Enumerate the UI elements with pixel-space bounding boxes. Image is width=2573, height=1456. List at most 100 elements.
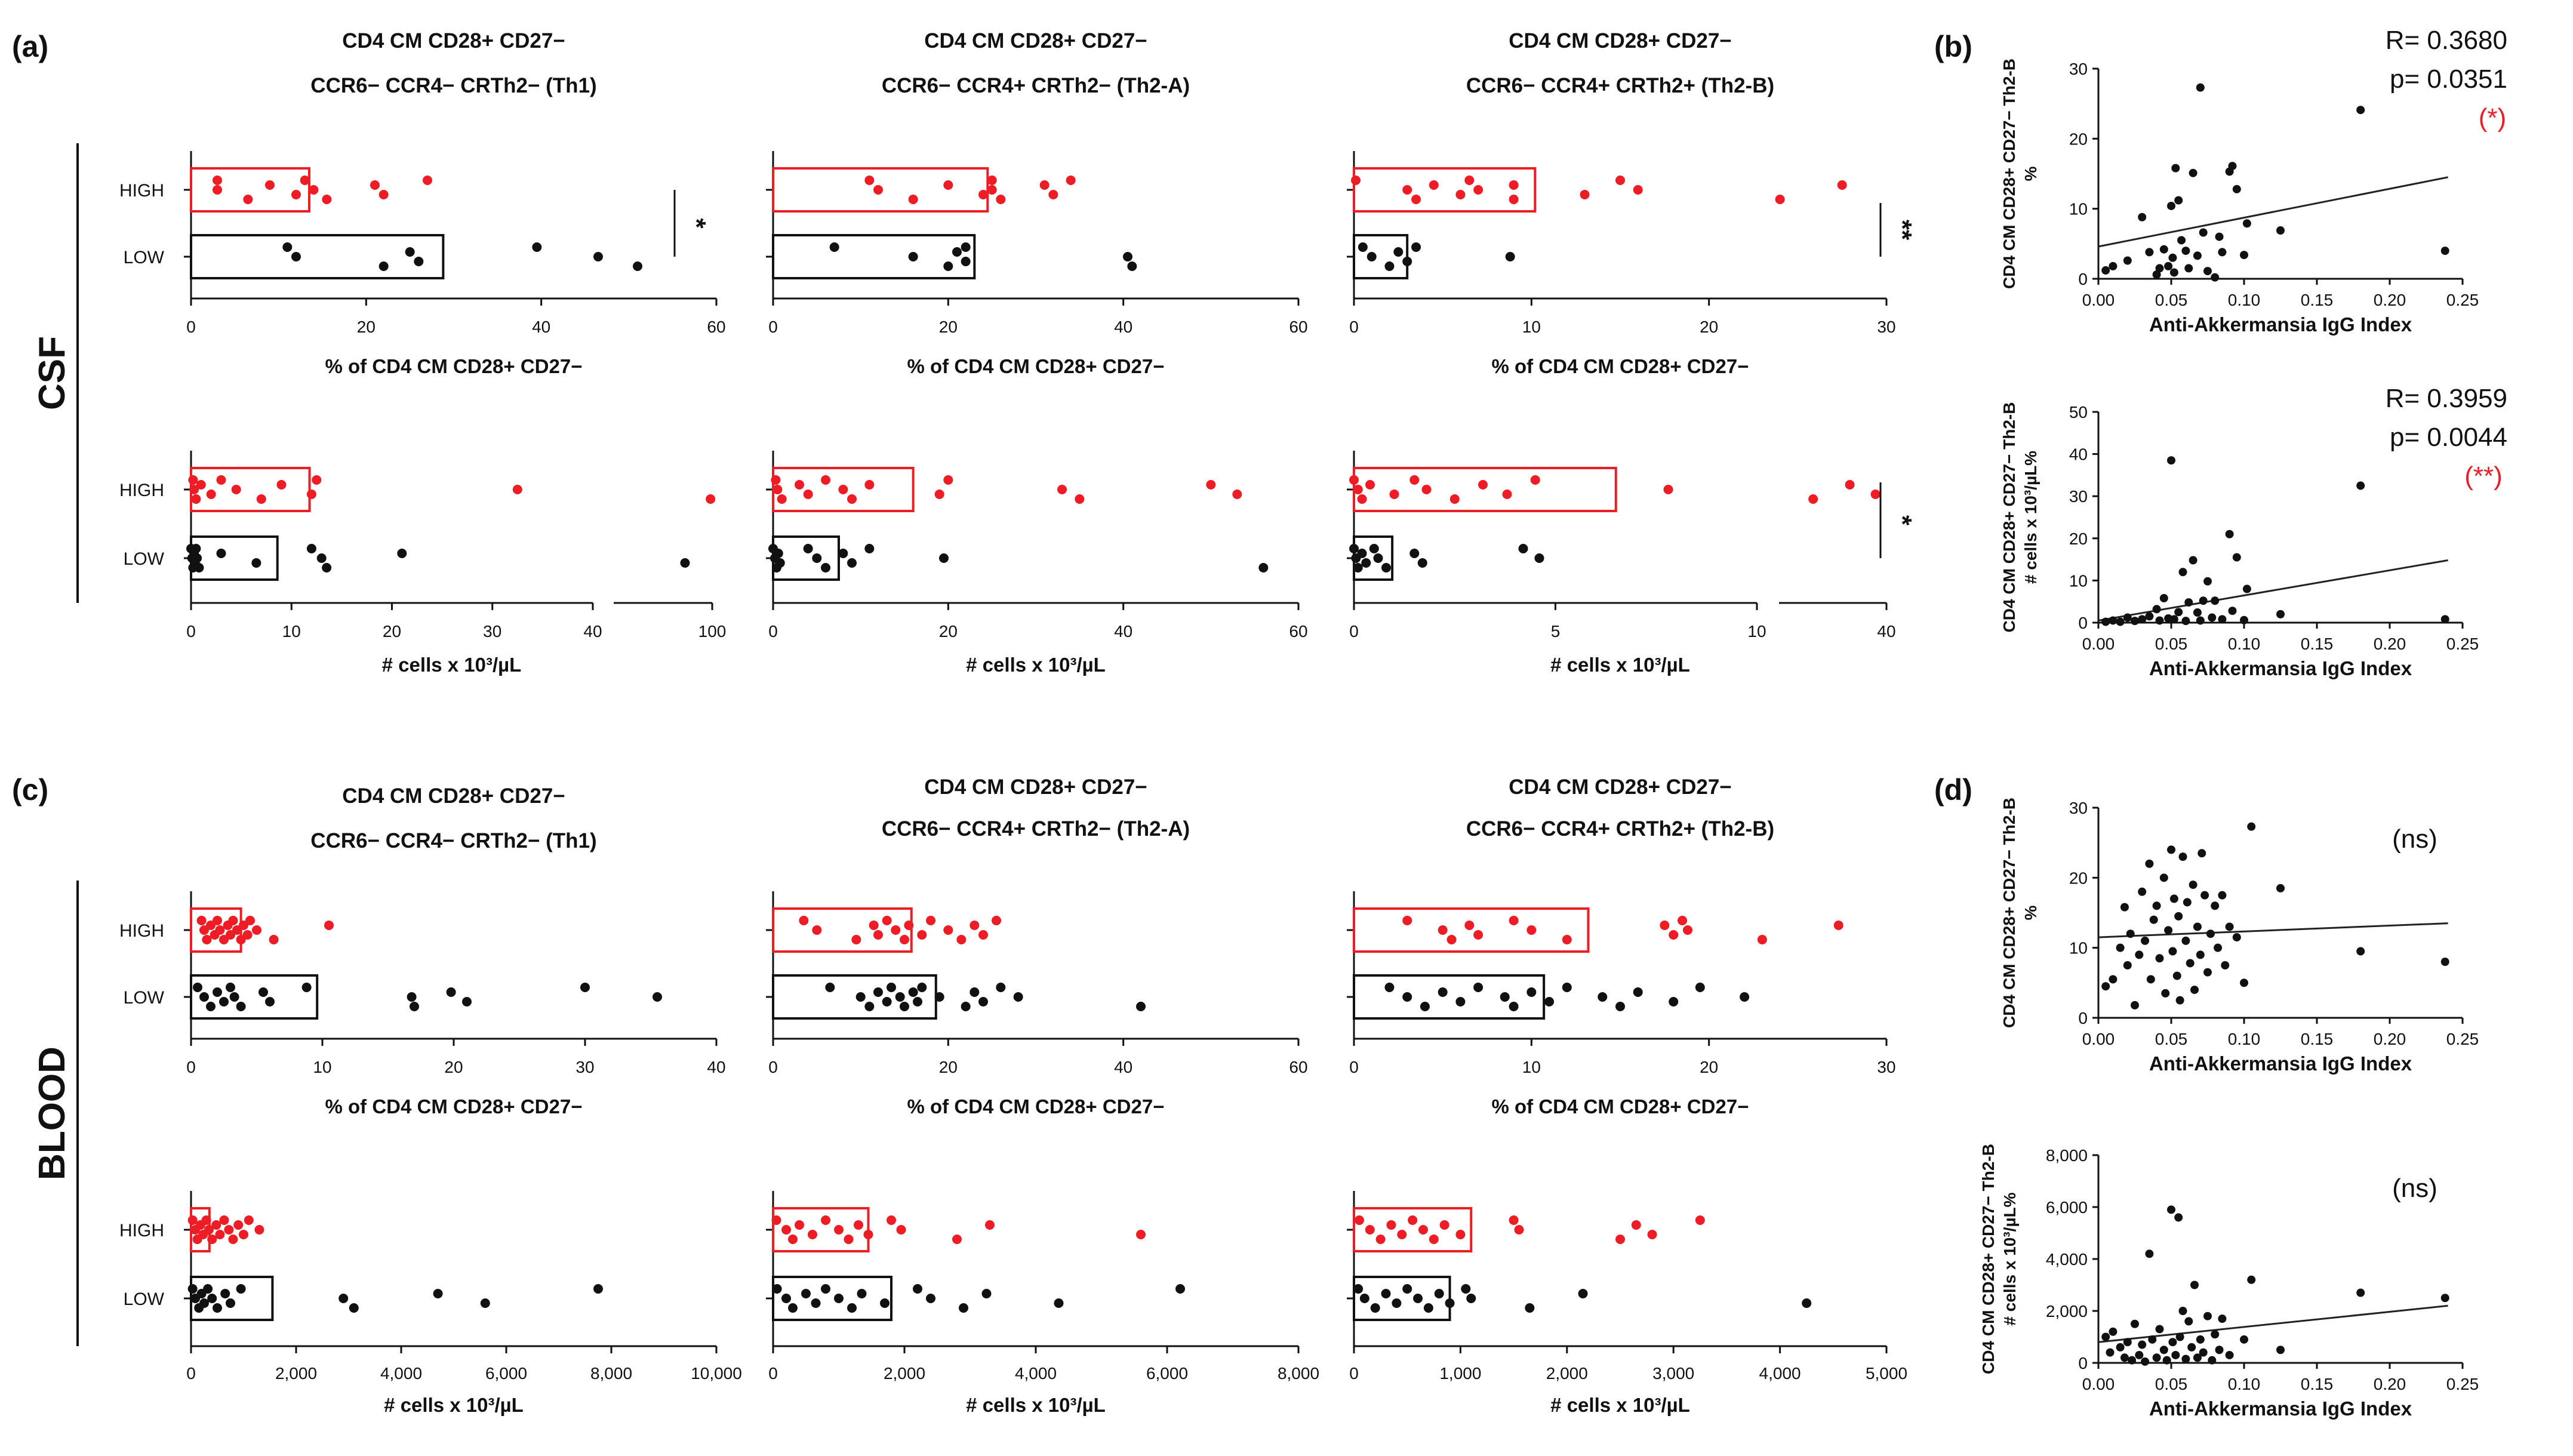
x-tick-label: 0.05 bbox=[2155, 1030, 2188, 1048]
data-point bbox=[2138, 615, 2147, 624]
data-point-low bbox=[1633, 987, 1643, 997]
data-point-low bbox=[236, 1284, 246, 1294]
x-tick-label: 40 bbox=[1114, 622, 1132, 641]
data-point bbox=[2167, 456, 2175, 465]
data-point-high bbox=[926, 916, 935, 925]
data-point-high bbox=[207, 1235, 217, 1244]
data-point bbox=[2145, 612, 2154, 621]
data-point-high bbox=[987, 176, 997, 185]
category-label-high: HIGH bbox=[119, 921, 164, 941]
data-point bbox=[2155, 1325, 2164, 1334]
data-point-low bbox=[397, 549, 407, 558]
data-point-low bbox=[1258, 563, 1269, 572]
data-point-low bbox=[216, 549, 226, 558]
data-point-low bbox=[306, 544, 316, 553]
data-point-high bbox=[254, 1225, 264, 1235]
data-point-low bbox=[220, 1289, 230, 1298]
data-point-high bbox=[219, 935, 229, 944]
chart-title-a2-line2: CCR6− CCR4+ CRTh2− (Th2-A) bbox=[882, 74, 1190, 97]
data-point-high bbox=[1206, 480, 1216, 490]
data-point-low bbox=[191, 544, 201, 553]
data-point bbox=[2131, 1001, 2139, 1009]
x-tick-label: 60 bbox=[1289, 318, 1307, 336]
x-tick-label: 0 bbox=[186, 318, 196, 336]
x-tick-label: 0.25 bbox=[2446, 1375, 2479, 1393]
data-point-low bbox=[291, 252, 301, 261]
data-point-low bbox=[593, 1284, 603, 1294]
data-point-low bbox=[895, 992, 905, 1002]
data-point bbox=[2138, 213, 2147, 221]
data-point-low bbox=[943, 261, 953, 271]
x-tick-label: 10 bbox=[1522, 1058, 1541, 1076]
data-point-low bbox=[226, 983, 235, 992]
chart-b2: 0.00 0.05 0.10 0.15 0.20 0.25 0 10 20 30 40 50 Anti-… bbox=[2000, 402, 2479, 679]
data-point-high bbox=[1397, 1230, 1407, 1239]
data-point-high bbox=[1526, 925, 1537, 935]
data-point-low bbox=[251, 558, 261, 568]
data-point-high bbox=[904, 921, 914, 930]
data-point bbox=[2240, 251, 2248, 260]
data-point-low bbox=[864, 1002, 875, 1011]
data-point bbox=[2159, 594, 2168, 603]
data-point-high bbox=[309, 185, 319, 195]
chart-title-c2-line2: CCR6− CCR4+ CRTh2− (Th2-A) bbox=[882, 817, 1190, 841]
x-tick-label: 5,000 bbox=[1866, 1364, 1907, 1383]
data-point-low bbox=[1413, 1294, 1423, 1303]
chart-d2: 0.00 0.05 0.10 0.15 0.20 0.25 0 2,000 4,000 6,000… bbox=[1979, 1144, 2479, 1420]
data-point bbox=[2276, 1346, 2285, 1355]
data-point bbox=[2203, 968, 2212, 977]
data-point-low bbox=[349, 1303, 359, 1313]
x-tick-label: 0.10 bbox=[2228, 635, 2261, 653]
data-point-low bbox=[961, 1002, 971, 1011]
x-axis-label: # cells x 10³/µL bbox=[1550, 654, 1690, 676]
x-axis-label: % of CD4 CM CD28+ CD27− bbox=[325, 355, 583, 377]
b-top-p-value: p= 0.0351 bbox=[2390, 64, 2507, 94]
data-point-high bbox=[956, 935, 967, 944]
data-point-low bbox=[803, 544, 813, 553]
bar-high bbox=[772, 907, 913, 953]
x-tick-label: 10 bbox=[313, 1058, 331, 1076]
data-point-low bbox=[199, 992, 209, 1002]
data-point-low bbox=[959, 1303, 968, 1313]
data-point-low bbox=[1358, 242, 1368, 252]
data-point-low bbox=[855, 992, 866, 1002]
data-point bbox=[2161, 989, 2170, 998]
x-tick-label: 0.00 bbox=[2082, 291, 2115, 309]
x-axis-label: % of CD4 CM CD28+ CD27− bbox=[907, 1095, 1165, 1118]
data-point-low bbox=[773, 549, 783, 558]
data-point-low bbox=[1695, 983, 1705, 992]
x-tick-label: 30 bbox=[483, 622, 501, 641]
data-point-low bbox=[821, 563, 830, 572]
data-point bbox=[2240, 978, 2248, 987]
x-tick-label: 20 bbox=[1700, 318, 1718, 336]
x-tick-label: 6,000 bbox=[1146, 1364, 1188, 1383]
x-tick-label: 40 bbox=[1114, 1058, 1132, 1076]
data-point-high bbox=[1615, 176, 1625, 185]
y-axis-label-line1: CD4 CM CD28+ CD27− Th2-B bbox=[1979, 1144, 1998, 1374]
data-point bbox=[2148, 1335, 2157, 1344]
y-tick-label: 30 bbox=[2069, 487, 2088, 506]
data-point bbox=[2211, 1330, 2220, 1339]
b-bottom-r-value: R= 0.3959 bbox=[2386, 384, 2507, 413]
data-point-high bbox=[202, 935, 212, 944]
data-point-high bbox=[821, 1215, 830, 1225]
data-point-high bbox=[269, 935, 279, 944]
data-point-high bbox=[243, 195, 253, 204]
y-axis-label-line2: # cells x 10³/µL% bbox=[2000, 1192, 2019, 1325]
data-point-high bbox=[206, 490, 216, 499]
x-tick-label: 0 bbox=[186, 1058, 196, 1076]
data-point bbox=[2208, 1356, 2217, 1365]
data-point bbox=[2131, 1319, 2139, 1328]
data-point-low bbox=[1445, 1298, 1455, 1308]
data-point-high bbox=[188, 475, 198, 485]
data-point bbox=[2101, 982, 2110, 991]
significance-marker: * bbox=[1888, 515, 1917, 526]
data-point-high bbox=[1509, 1215, 1519, 1225]
data-point-high bbox=[917, 930, 927, 940]
data-point-high bbox=[1409, 475, 1420, 485]
data-point-high bbox=[934, 490, 944, 499]
data-point-low bbox=[338, 1294, 349, 1303]
y-tick-label: 50 bbox=[2069, 403, 2088, 421]
data-point bbox=[2190, 1280, 2199, 1289]
chart-a4: HIGH LOW 0 10 20 30 40 100 # cells x 10³/µL bbox=[119, 451, 726, 676]
